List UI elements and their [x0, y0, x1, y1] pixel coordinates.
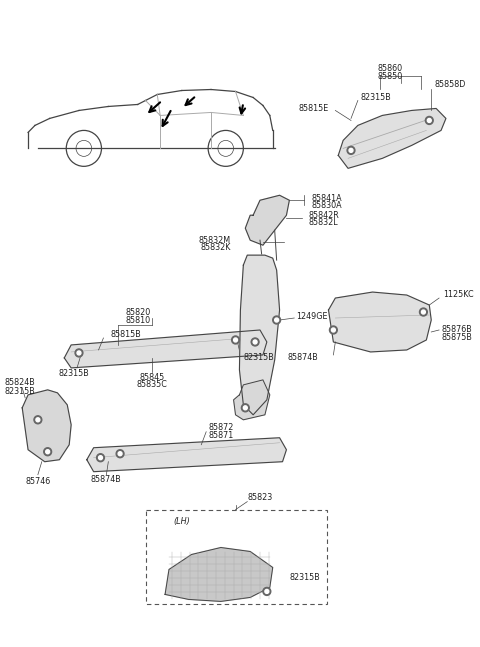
Text: 85871: 85871 [208, 432, 233, 440]
Text: 85874B: 85874B [288, 353, 319, 362]
Text: 85832K: 85832K [200, 243, 231, 252]
Circle shape [347, 146, 355, 155]
FancyBboxPatch shape [145, 510, 326, 604]
Polygon shape [64, 330, 267, 368]
Text: 85815B: 85815B [110, 331, 141, 340]
Text: 85875B: 85875B [441, 333, 472, 342]
Circle shape [34, 416, 42, 424]
Circle shape [273, 316, 280, 324]
Circle shape [253, 340, 257, 344]
Text: 85874B: 85874B [91, 475, 122, 484]
Text: 82315B: 82315B [5, 388, 36, 397]
Circle shape [331, 328, 336, 332]
Polygon shape [87, 438, 287, 472]
Circle shape [241, 404, 249, 411]
Text: 85876B: 85876B [441, 325, 472, 334]
Text: 1249GE: 1249GE [296, 311, 328, 320]
Circle shape [118, 452, 122, 455]
Circle shape [275, 318, 278, 322]
Polygon shape [22, 390, 71, 462]
Circle shape [96, 454, 105, 462]
Text: 85841A: 85841A [312, 193, 343, 203]
Text: 85746: 85746 [25, 477, 50, 486]
Circle shape [98, 455, 102, 460]
Text: 85824B: 85824B [5, 378, 36, 388]
Circle shape [420, 308, 427, 316]
Polygon shape [240, 255, 279, 415]
Text: 85850: 85850 [377, 72, 403, 81]
Circle shape [44, 448, 51, 455]
Text: 82315B: 82315B [361, 93, 392, 102]
Circle shape [77, 351, 81, 355]
Circle shape [234, 338, 238, 342]
Text: 85872: 85872 [208, 423, 233, 432]
Text: 85835C: 85835C [137, 380, 168, 389]
Circle shape [265, 589, 269, 593]
Text: 85810: 85810 [125, 316, 150, 325]
Text: (LH): (LH) [173, 517, 190, 526]
Text: 82315B: 82315B [289, 573, 320, 582]
Polygon shape [338, 109, 446, 168]
Circle shape [243, 406, 247, 410]
Text: 85858D: 85858D [434, 80, 466, 89]
Circle shape [251, 338, 259, 346]
Text: 82315B: 82315B [243, 353, 274, 362]
Text: 85832L: 85832L [309, 218, 338, 226]
Polygon shape [234, 380, 270, 420]
Circle shape [425, 116, 433, 124]
Polygon shape [245, 195, 289, 245]
Circle shape [349, 148, 353, 152]
Text: 85820: 85820 [125, 307, 150, 316]
Text: 85823: 85823 [247, 493, 273, 502]
Circle shape [232, 336, 240, 344]
Text: 85832M: 85832M [199, 236, 231, 245]
Circle shape [75, 349, 83, 357]
Circle shape [263, 587, 271, 595]
Text: 85845: 85845 [140, 373, 165, 382]
Circle shape [46, 450, 49, 454]
Circle shape [329, 326, 337, 334]
Text: 1125KC: 1125KC [443, 290, 474, 298]
Circle shape [116, 450, 124, 457]
Text: 85842R: 85842R [309, 211, 340, 220]
Text: 85815E: 85815E [298, 104, 328, 113]
Text: 82315B: 82315B [59, 369, 89, 378]
Text: 85830A: 85830A [312, 201, 343, 210]
Text: 85860: 85860 [378, 64, 403, 73]
Circle shape [421, 310, 425, 314]
Polygon shape [165, 547, 273, 602]
Circle shape [36, 418, 40, 422]
Circle shape [427, 118, 431, 122]
Polygon shape [328, 292, 431, 352]
